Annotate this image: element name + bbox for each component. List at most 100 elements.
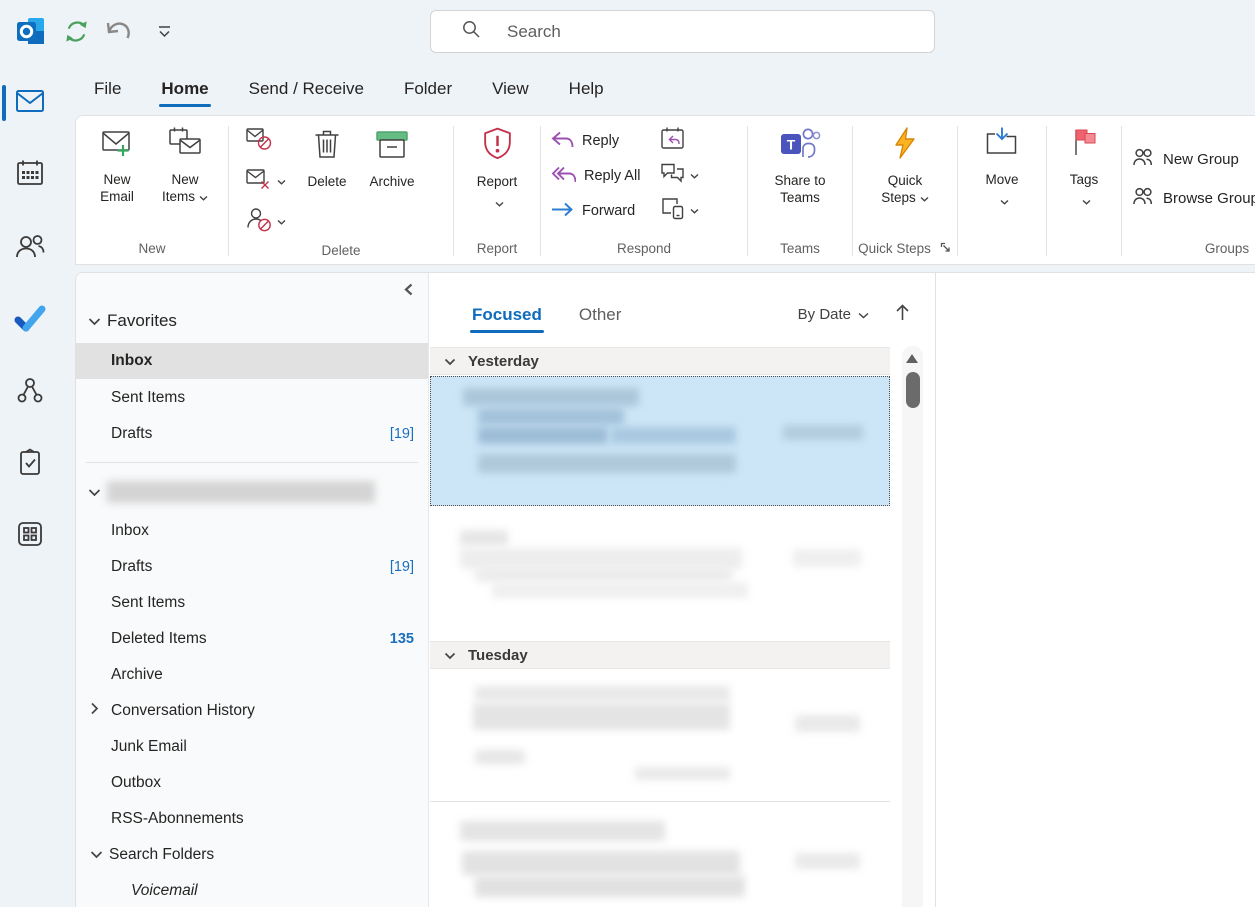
account-header[interactable] [88,481,418,503]
tab-home[interactable]: Home [157,73,212,105]
date-group-yesterday[interactable]: Yesterday [430,347,890,375]
ribbon-tab-bar: File Home Send / Receive Folder View Hel… [90,62,608,115]
favorites-header[interactable]: Favorites [88,311,177,331]
tab-view[interactable]: View [488,73,533,105]
email-item-selected[interactable] [430,376,890,506]
folder-sent-items[interactable]: Sent Items [76,585,428,621]
junk-button[interactable] [245,206,286,236]
tags-button[interactable]: Tags [1056,124,1112,212]
teams-icon: T [779,126,821,165]
quick-steps-label: Quick Steps [881,173,922,206]
redacted-text [475,750,525,764]
redacted-text [460,821,665,841]
nav-people-button[interactable] [0,222,60,274]
move-button[interactable]: Move [970,124,1034,212]
tab-folder[interactable]: Folder [400,73,456,105]
folder-inbox[interactable]: Inbox [76,513,428,549]
nav-todo-button[interactable] [0,294,60,346]
scrollbar-thumb[interactable] [906,372,920,408]
tab-send-receive[interactable]: Send / Receive [245,73,368,105]
lightning-icon [890,126,920,165]
send-receive-sync-button[interactable] [61,16,91,46]
sort-direction-button[interactable] [895,303,910,327]
group-label-teams: Teams [748,233,852,264]
search-input[interactable]: Search [430,10,935,53]
chevron-down-icon [444,353,456,370]
chevron-down-icon [495,194,504,212]
tab-file[interactable]: File [90,73,125,105]
email-item[interactable] [430,507,890,631]
chevron-down-icon [858,306,869,323]
ribbon-group-delete: Delete Archive Delete [229,116,453,264]
im-reply-button[interactable] [660,163,699,187]
folder-favorites-sent-items[interactable]: Sent Items [76,380,428,416]
delete-button[interactable]: Delete [296,124,358,192]
folder-deleted-items[interactable]: Deleted Items135 [76,621,428,657]
nav-calendar-button[interactable] [0,149,60,201]
unread-count: [19] [390,426,414,442]
redacted-account-name [107,481,375,503]
new-group-label: New Group [1163,151,1239,168]
ribbon-group-move: Move [958,116,1046,264]
move-folder-icon [983,126,1021,164]
tab-help[interactable]: Help [565,73,608,105]
folder-favorites-drafts[interactable]: Drafts [19] [76,416,428,452]
arrow-up-icon [895,303,910,327]
report-button[interactable]: Report [461,124,533,214]
active-tab-underline [159,104,210,107]
item-count: 135 [390,631,414,647]
forward-label: Forward [582,203,635,219]
collapse-folder-pane-button[interactable] [403,283,414,301]
ignore-button[interactable] [245,126,286,156]
ribbon-display-options-button[interactable] [153,16,175,46]
redacted-text [611,427,736,444]
chevron-right-icon [90,702,99,720]
group-label-new: New [76,233,228,264]
nav-mail-button[interactable] [0,77,60,129]
reply-all-button[interactable]: Reply All [551,163,640,189]
nav-apps-button[interactable] [0,510,60,562]
tab-other[interactable]: Other [577,301,624,329]
scroll-up-arrow[interactable] [906,354,918,363]
nav-org-button[interactable] [0,366,60,418]
dialog-launcher-icon[interactable] [939,241,952,257]
forward-button[interactable]: Forward [551,198,640,224]
folder-archive[interactable]: Archive [76,657,428,693]
folder-favorites-inbox[interactable]: Inbox [76,343,428,379]
reply-button[interactable]: Reply [551,128,640,154]
folder-drafts[interactable]: Drafts[19] [76,549,428,585]
new-email-icon [100,126,134,164]
date-group-tuesday[interactable]: Tuesday [430,641,890,669]
folder-rss-subscriptions[interactable]: RSS-Abonnements [76,801,428,837]
tab-focused[interactable]: Focused [470,301,544,329]
new-items-button[interactable]: New Items [150,124,220,208]
clipboard-check-icon [17,448,43,481]
sort-by-dropdown[interactable]: By Date [798,306,869,323]
folder-search-folders[interactable]: Search Folders [76,837,428,873]
quick-steps-button[interactable]: Quick Steps [865,124,945,209]
share-to-teams-label: Share to Teams [768,172,832,207]
chevron-down-icon [90,846,103,864]
chevron-down-icon [277,172,286,190]
new-email-button[interactable]: New Email [84,124,150,208]
email-item[interactable] [430,670,890,802]
redacted-text [478,427,608,444]
reading-pane [936,273,1255,907]
new-group-button[interactable]: New Group [1132,146,1239,172]
clean-up-button[interactable] [245,166,286,196]
message-list-scrollbar[interactable] [902,346,923,907]
folder-voicemail[interactable]: Voicemail [76,873,428,907]
email-divider [430,801,890,802]
more-respond-button[interactable] [660,198,699,222]
archive-button[interactable]: Archive [358,124,426,192]
ribbon-group-report: Report Report [454,116,540,264]
email-item[interactable] [430,810,890,907]
share-to-teams-button[interactable]: T Share to Teams [760,124,840,209]
undo-button[interactable] [104,16,134,46]
browse-groups-button[interactable]: Browse Groups [1132,185,1255,211]
folder-junk-email[interactable]: Junk Email [76,729,428,765]
folder-conversation-history[interactable]: Conversation History [76,693,428,729]
meeting-reply-button[interactable] [660,128,699,152]
folder-outbox[interactable]: Outbox [76,765,428,801]
nav-tasks-button[interactable] [0,438,60,490]
